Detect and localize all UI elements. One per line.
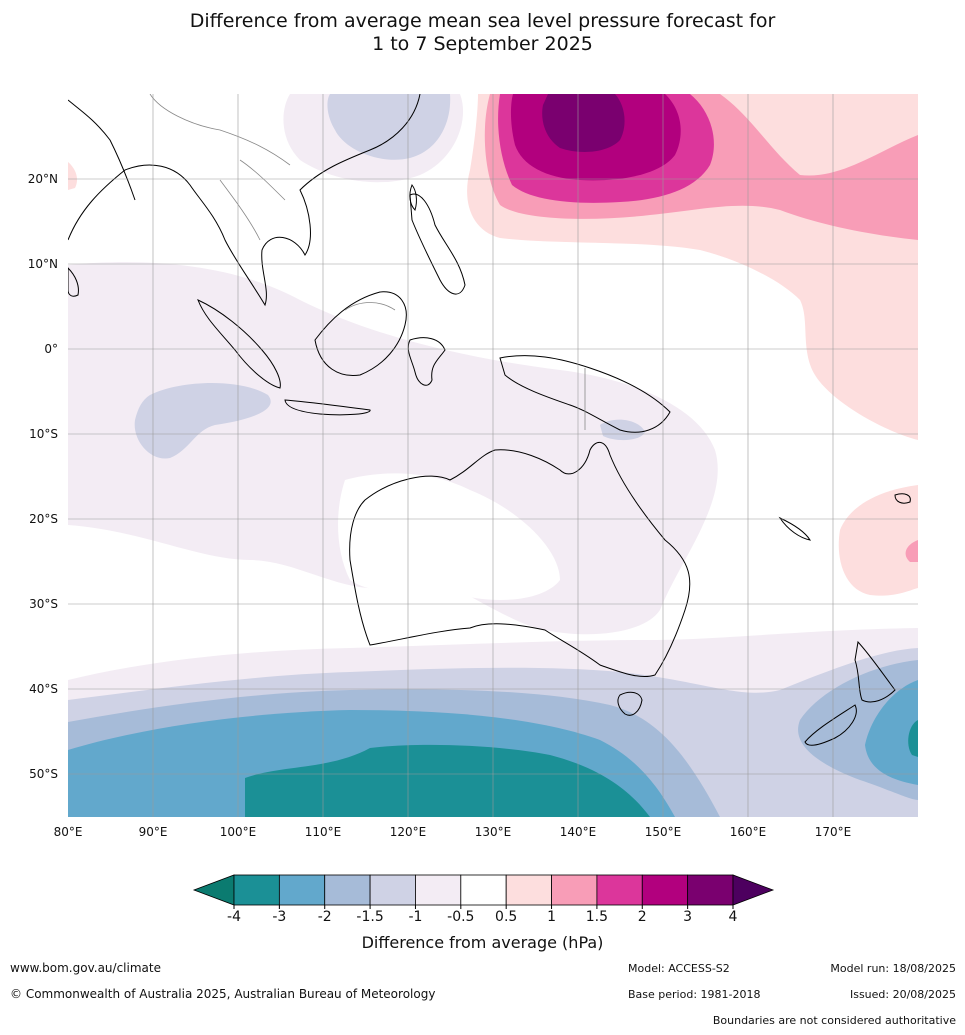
- base-period: Base period: 1981-2018: [628, 988, 761, 1001]
- region-neg3-nz: [908, 720, 918, 757]
- colorbar-tick-label: 0.5: [495, 909, 517, 925]
- colorbar-swatch: [596, 874, 643, 906]
- coastline-borneo: [314, 291, 407, 377]
- lat-label: 10°N: [28, 257, 58, 271]
- lat-label: 20°S: [29, 512, 58, 526]
- forecast-map: 20°N 10°N 0° 10°S 20°S 30°S 40°S 50°S 80…: [28, 94, 918, 839]
- colorbar-swatch: [551, 874, 598, 906]
- region-pos1-south-pacific: [905, 540, 918, 562]
- coastline-sulawesi: [407, 337, 446, 386]
- map-fill-layer: [68, 94, 918, 817]
- region-pos05-south-pacific: [838, 485, 918, 596]
- lon-label: 130°E: [475, 825, 512, 839]
- region-neg3: [245, 744, 650, 817]
- colorbar-tick-label: 1.5: [586, 909, 608, 925]
- region-neg1-south-china-sea: [327, 94, 451, 160]
- coastline-philippines: [409, 193, 466, 295]
- region-neg1-indian-ocean: [134, 382, 271, 459]
- lat-label: 20°N: [28, 172, 58, 186]
- lat-label: 30°S: [29, 597, 58, 611]
- colorbar-tick-label: -2: [318, 909, 332, 925]
- coastline-tasmania: [617, 691, 643, 716]
- colorbar-tick-label: 2: [638, 909, 647, 925]
- website-link[interactable]: www.bom.gov.au/climate: [10, 961, 161, 975]
- lat-label: 0°: [44, 342, 58, 356]
- region-neg05-lavender: [68, 262, 718, 635]
- title-line-1: Difference from average mean sea level p…: [189, 10, 776, 32]
- colorbar-swatch: [687, 874, 734, 906]
- colorbar-swatch: [505, 874, 552, 906]
- coastline-australia: [349, 441, 691, 678]
- lon-label: 150°E: [645, 825, 682, 839]
- colorbar-tick-label: -1.5: [356, 909, 383, 925]
- coastline-new-zealand-south: [804, 704, 857, 746]
- region-neg1-arafura: [600, 419, 645, 441]
- lon-label: 160°E: [730, 825, 767, 839]
- lon-label: 170°E: [815, 825, 852, 839]
- longitude-labels: 80°E 90°E 100°E 110°E 120°E 130°E 140°E …: [54, 825, 852, 839]
- coastline-new-zealand-north: [854, 640, 896, 703]
- colorbar-tick-label: 4: [729, 909, 738, 925]
- title-line-2: 1 to 7 September 2025: [372, 33, 593, 55]
- region-pos3: [542, 94, 625, 152]
- model-name: Model: ACCESS-S2: [628, 962, 730, 975]
- boundary-disclaimer: Boundaries are not considered authoritat…: [712, 1014, 956, 1027]
- colorbar-tick-label: -3: [272, 909, 286, 925]
- colorbar-title: Difference from average (hPa): [361, 933, 604, 952]
- colorbar-arrow-low: [192, 874, 235, 906]
- colorbar-swatch: [324, 874, 371, 906]
- coastline-taiwan: [409, 184, 417, 211]
- colorbar-tick-label: 1: [547, 909, 556, 925]
- coastline-india-tip: [68, 99, 136, 201]
- colorbar: -4 -3 -2 -1.5 -1 -0.5 0.5 1 1.5 2 3 4: [192, 874, 775, 925]
- colorbar-swatch: [369, 874, 416, 906]
- coastline-asia-mainland: [68, 94, 421, 307]
- lon-label: 120°E: [390, 825, 427, 839]
- colorbar-swatch: [233, 874, 280, 906]
- coastline-java: [284, 399, 371, 416]
- lon-label: 110°E: [305, 825, 342, 839]
- lon-label: 90°E: [139, 825, 168, 839]
- colorbar-tick-label: -0.5: [447, 909, 474, 925]
- lat-label: 40°S: [29, 682, 58, 696]
- coastlines: [68, 94, 911, 746]
- lon-label: 140°E: [560, 825, 597, 839]
- coastline-sri-lanka: [68, 267, 79, 297]
- issued-date: Issued: 20/08/2025: [849, 988, 956, 1001]
- colorbar-tick-label: -1: [408, 909, 422, 925]
- lon-label: 80°E: [54, 825, 83, 839]
- colorbar-swatch: [460, 874, 507, 906]
- lat-label: 50°S: [29, 767, 58, 781]
- colorbar-swatch: [415, 874, 462, 906]
- coastline-vanuatu-fiji: [894, 493, 911, 504]
- region-pos05-west: [68, 162, 78, 190]
- coastline-new-caledonia: [778, 516, 812, 541]
- country-borders: [149, 94, 586, 430]
- colorbar-swatch: [641, 874, 689, 906]
- colorbar-tick-label: 3: [683, 909, 692, 925]
- colorbar-arrow-high: [732, 874, 775, 906]
- graticule: [68, 94, 918, 817]
- lat-label: 10°S: [29, 427, 58, 441]
- coastline-new-guinea: [499, 355, 671, 433]
- model-run-date: Model run: 18/08/2025: [830, 962, 956, 975]
- chart-title: Difference from average mean sea level p…: [0, 10, 965, 56]
- region-neutral-australia: [338, 473, 560, 600]
- lon-label: 100°E: [220, 825, 257, 839]
- coastline-sumatra: [197, 299, 281, 389]
- colorbar-swatch: [278, 874, 326, 906]
- latitude-labels: 20°N 10°N 0° 10°S 20°S 30°S 40°S 50°S: [28, 172, 58, 781]
- colorbar-tick-label: -4: [227, 909, 241, 925]
- copyright: © Commonwealth of Australia 2025, Austra…: [10, 987, 436, 1001]
- region-neg2-nz: [865, 680, 918, 785]
